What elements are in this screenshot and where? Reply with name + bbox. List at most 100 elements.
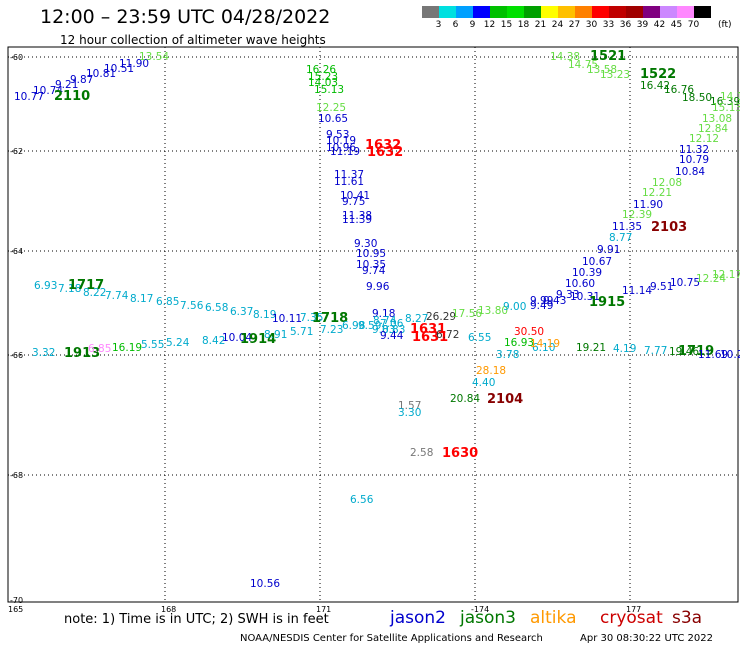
color-scale-tick: 36: [619, 20, 632, 30]
color-scale-tick: 30: [585, 20, 598, 30]
color-swatch: [694, 6, 711, 18]
wave-height-label: 8.77: [609, 232, 632, 244]
wave-height-label: 13.54: [139, 51, 169, 63]
wave-height-label: 9.49: [530, 300, 553, 312]
map-frame: [7, 46, 739, 603]
color-swatch: [677, 6, 694, 18]
wave-height-label: 8.22: [83, 287, 106, 299]
wave-height-label: 6.37: [230, 306, 253, 318]
legend-item-jason3: jason3: [460, 608, 516, 628]
color-scale-tick: 42: [653, 20, 666, 30]
wave-height-label: 9.43: [543, 295, 566, 307]
wave-height-label: 9.18: [372, 308, 395, 320]
wave-height-label: 4.40: [472, 377, 495, 389]
footer-date: Apr 30 08:30:22 UTC 2022: [580, 633, 713, 644]
wave-height-label: 6.98: [342, 320, 365, 332]
wave-height-label: 11.90: [633, 199, 663, 211]
color-scale-tick: 12: [483, 20, 496, 30]
wave-height-label: 5.71: [290, 326, 313, 338]
wave-height-label: 13.80: [478, 305, 508, 317]
pass-time-label: 1631: [410, 322, 446, 337]
color-scale-tick: 3: [435, 20, 442, 30]
wave-height-label: 6.10: [532, 342, 555, 354]
wave-height-label: 3.32: [32, 347, 55, 359]
color-scale-tick: 9: [469, 20, 476, 30]
wave-height-label: 13.23: [600, 69, 630, 81]
wave-height-label: 9.51: [650, 281, 673, 293]
wave-height-label: 8.83: [382, 324, 405, 336]
color-scale-tick: 27: [568, 20, 581, 30]
color-swatch: [456, 6, 473, 18]
wave-height-label: 9.74: [362, 265, 386, 277]
wave-height-label: 17.56: [452, 308, 482, 320]
color-scale-tick: 24: [551, 20, 564, 30]
page-subtitle: 12 hour collection of altimeter wave hei…: [60, 33, 326, 47]
wave-height-label: 10.11: [272, 313, 302, 325]
color-swatch: [524, 6, 541, 18]
wave-height-label: 9.87: [70, 74, 93, 86]
latitude-label: -60: [10, 53, 23, 62]
wave-height-label: 13.08: [702, 113, 732, 125]
wave-height-label: 7.06: [380, 318, 404, 330]
wave-height-label: 7.77: [644, 345, 667, 357]
wave-height-label: 11.37: [334, 169, 364, 181]
pass-time-label: 1522: [640, 67, 676, 82]
wave-height-label: 14.19: [530, 338, 560, 350]
wave-height-label: 10.95: [356, 248, 386, 260]
wave-height-label: 16.93: [504, 337, 534, 349]
wave-height-label: 11.14: [622, 285, 652, 297]
color-swatch: [626, 6, 643, 18]
wave-height-label: 9.99: [530, 295, 553, 307]
pass-time-label: 1718: [312, 311, 348, 326]
wave-height-label: 14.38: [550, 51, 580, 63]
wave-height-label: 10.31: [570, 291, 600, 303]
wave-height-label: 9.53: [326, 129, 349, 141]
pass-time-label: 1719: [678, 344, 714, 359]
wave-height-label: 9.33: [556, 289, 579, 301]
wave-height-label: 10.56: [250, 578, 280, 590]
wave-height-label: 10.84: [675, 166, 705, 178]
wave-height-label: 10.65: [318, 113, 348, 125]
color-swatch: [575, 6, 592, 18]
footer-credit: NOAA/NESDIS Center for Satellite Applica…: [240, 633, 543, 644]
wave-height-label: 10.39: [572, 267, 602, 279]
wave-height-label: 10.41: [340, 190, 370, 202]
wave-height-label: 7.56: [180, 300, 204, 312]
wave-height-label: 10.77: [14, 91, 44, 103]
wave-height-label: 8.91: [264, 329, 287, 341]
latitude-label: -68: [10, 471, 23, 480]
wave-height-label: 9.75: [342, 196, 365, 208]
pass-time-label: 2104: [487, 392, 523, 407]
wave-height-label: 19.46: [669, 346, 699, 358]
wave-height-label: 8.19: [253, 309, 276, 321]
color-swatch: [660, 6, 677, 18]
wave-height-label: 11.69: [698, 349, 728, 361]
pass-time-label: 1913: [64, 346, 100, 361]
wave-height-label: 14.03: [308, 77, 338, 89]
wave-height-label: 8.42: [202, 335, 225, 347]
wave-height-label: 2.58: [410, 447, 433, 459]
wave-height-label: 6.93: [34, 280, 57, 292]
wave-height-label: 16.76: [664, 84, 694, 96]
wave-height-label: 12.24: [696, 273, 726, 285]
pass-time-label: 2103: [651, 220, 687, 235]
wave-height-label: 12.39: [622, 209, 652, 221]
longitude-label: 168: [161, 605, 176, 614]
color-scale-tick: 33: [602, 20, 615, 30]
color-swatch: [473, 6, 490, 18]
wave-height-label: 9.00: [503, 301, 526, 313]
wave-height-label: 9.03: [372, 324, 395, 336]
pass-time-label: 1717: [68, 278, 104, 293]
wave-height-label: 10.81: [86, 68, 116, 80]
wave-height-label: 10.60: [565, 278, 595, 290]
latitude-label: -70: [10, 596, 23, 605]
color-scale-tick: 70: [687, 20, 700, 30]
color-swatch: [541, 6, 558, 18]
longitude-label: 165: [8, 605, 23, 614]
wave-height-label: 30.50: [514, 326, 544, 338]
color-scale-tick: 45: [670, 20, 683, 30]
wave-height-label: 10.96: [326, 142, 356, 154]
wave-height-label: 10.67: [582, 256, 612, 268]
wave-height-label: 5.55: [141, 339, 164, 351]
legend-item-cryosat: cryosat: [600, 608, 663, 628]
